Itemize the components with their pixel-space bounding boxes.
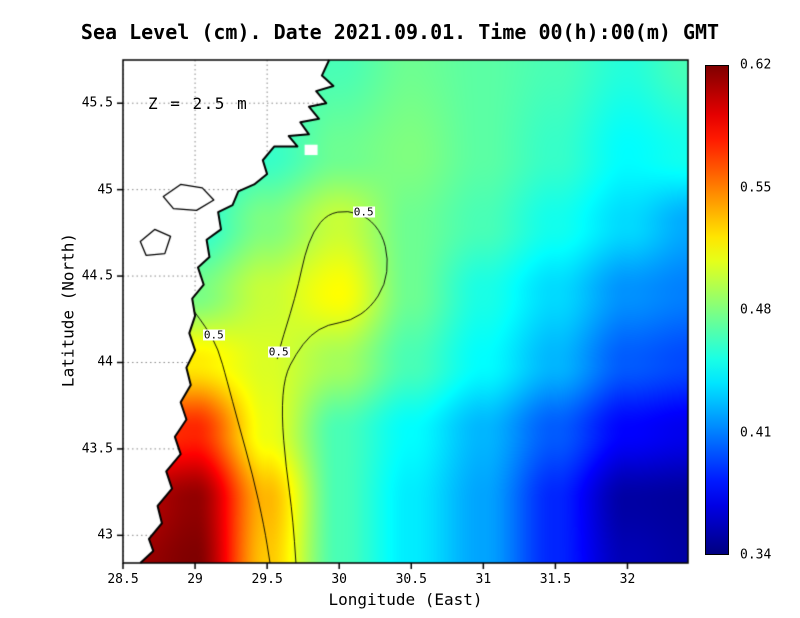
depth-annotation: Z = 2.5 m [148,94,249,113]
chart-title: Sea Level (cm). Date 2021.09.01. Time 00… [80,20,720,44]
colorbar-label: 0.62 [740,57,772,73]
y-tick-label: 44.5 [81,268,113,284]
x-axis-label: Longitude (East) [328,590,483,609]
x-tick-label: 29.5 [251,572,283,587]
x-tick-label: 30 [331,572,348,587]
colorbar-label: 0.55 [740,180,772,195]
x-tick-label: 29 [187,572,203,587]
y-tick-label: 45.5 [81,95,113,111]
colorbar-label: 0.48 [740,302,772,318]
y-tick-label: 44 [97,354,113,370]
contour-label: 0.5 [267,345,290,359]
y-tick-label: 45 [97,182,113,198]
contour-label: 0.5 [202,328,225,342]
contour-label: 0.5 [352,205,375,219]
colorbar [705,65,729,555]
x-tick-label: 31 [475,572,492,587]
x-tick-label: 30.5 [395,572,427,587]
colorbar-label: 0.34 [740,547,772,563]
colorbar-label: 0.41 [740,425,772,440]
y-axis-label: Latitude (North) [58,232,78,388]
y-tick-label: 43.5 [81,441,113,457]
x-tick-label: 31.5 [539,572,572,587]
x-tick-label: 28.5 [107,572,139,587]
y-tick-label: 43 [97,527,113,543]
x-tick-label: 32 [619,572,636,587]
